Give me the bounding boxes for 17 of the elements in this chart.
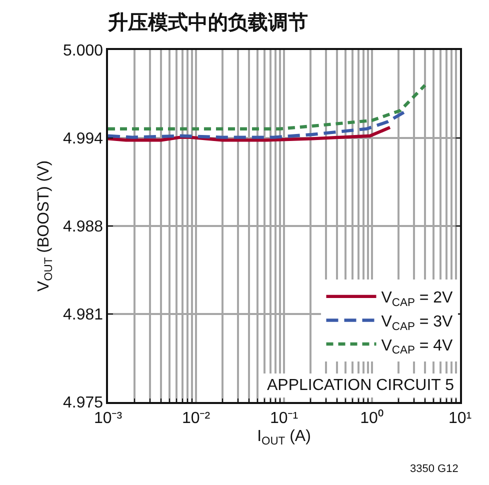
y-tick-label: 4.975 [63, 394, 104, 412]
x-tick-label: 10⁻¹ [270, 410, 298, 427]
legend-label: V$_{CAP}$ = 3V [381, 313, 454, 333]
y-tick-label: 4.981 [63, 306, 104, 324]
chart-title: 升压模式中的负载调节 [107, 11, 308, 34]
y-tick-label: 4.988 [63, 218, 104, 236]
x-tick-label: 10¹ [448, 410, 472, 427]
y-tick-label: 4.994 [63, 130, 104, 148]
x-tick-label: 10⁻² [182, 410, 211, 427]
legend-label: V$_{CAP}$ = 4V [381, 337, 454, 357]
y-tick-label: 5.000 [63, 42, 104, 60]
x-tick-label: 10⁻³ [94, 410, 123, 427]
annotation: APPLICATION CIRCUIT 5 [267, 377, 454, 394]
text: 3350 G12 [410, 463, 458, 475]
legend-label: V$_{CAP}$ = 2V [381, 290, 454, 310]
x-axis-title: I$_{OUT}$ (A) [257, 428, 311, 448]
x-tick-label: 10⁰ [360, 408, 384, 427]
